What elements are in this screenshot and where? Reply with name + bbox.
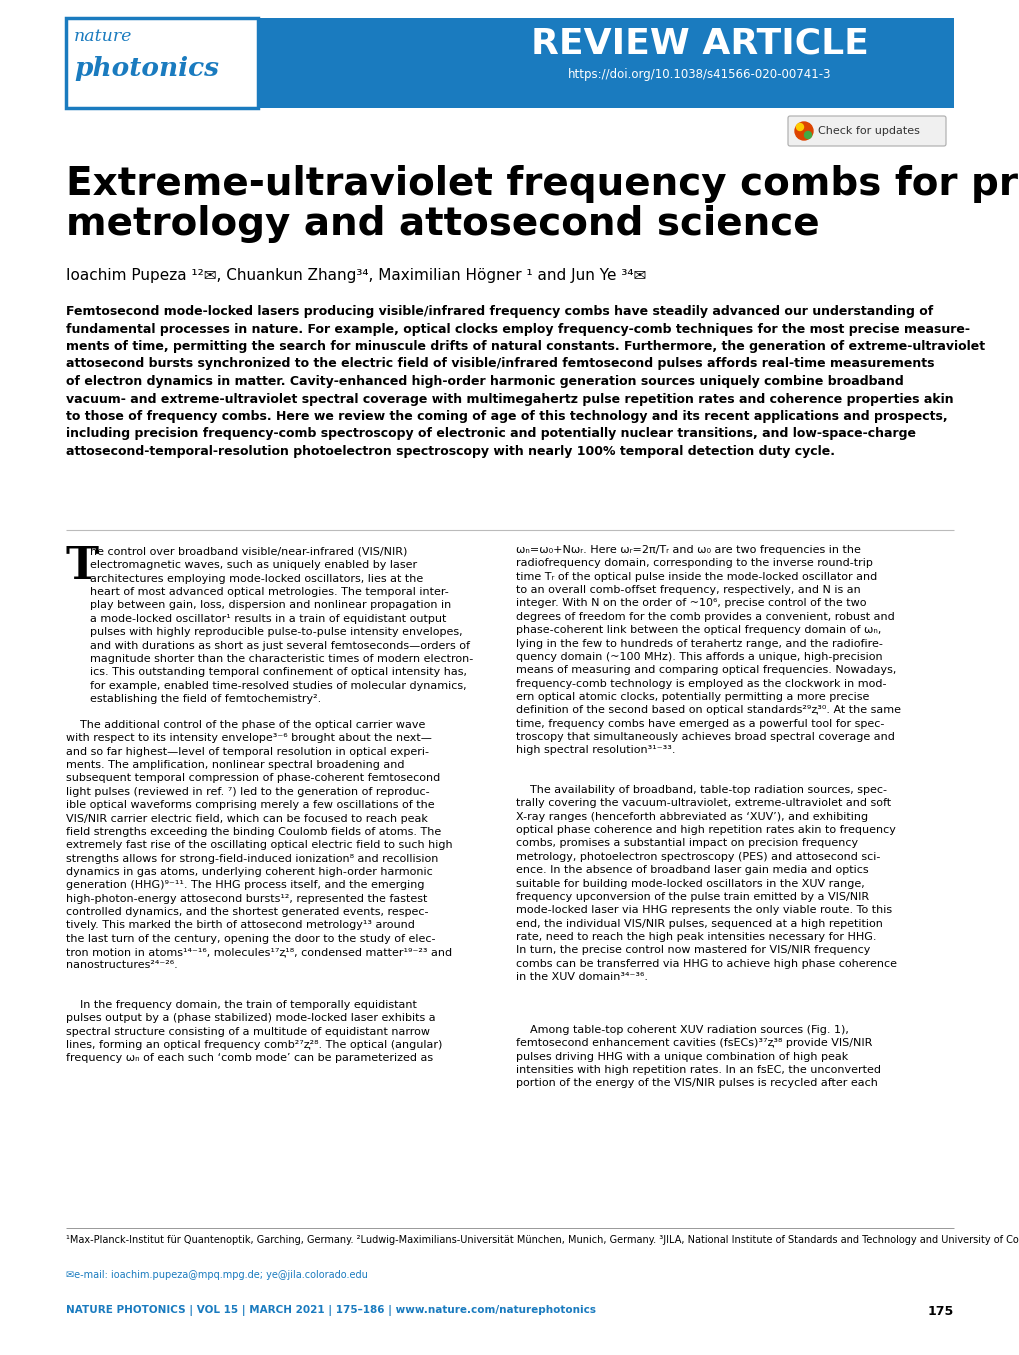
Text: NATURE PHOTONICS | VOL 15 | MARCH 2021 | 175–186 | www.nature.com/naturephotonic: NATURE PHOTONICS | VOL 15 | MARCH 2021 |… — [66, 1305, 595, 1316]
Text: REVIEW ARTICLE: REVIEW ARTICLE — [531, 26, 868, 60]
Text: The additional control of the phase of the optical carrier wave
with respect to : The additional control of the phase of t… — [66, 720, 452, 970]
Text: Check for updates: Check for updates — [817, 126, 919, 136]
Text: ωₙ=ω₀+Nωᵣ. Here ωᵣ=2π/Tᵣ and ω₀ are two frequencies in the
radiofrequency domain: ωₙ=ω₀+Nωᵣ. Here ωᵣ=2π/Tᵣ and ω₀ are two … — [516, 545, 900, 755]
FancyBboxPatch shape — [788, 117, 945, 146]
Text: ¹Max-Planck-Institut für Quantenoptik, Garching, Germany. ²Ludwig-Maximilians-Un: ¹Max-Planck-Institut für Quantenoptik, G… — [66, 1234, 1019, 1245]
Text: 175: 175 — [927, 1305, 953, 1318]
Text: Femtosecond mode-locked lasers producing visible/infrared frequency combs have s: Femtosecond mode-locked lasers producing… — [66, 305, 984, 458]
Circle shape — [804, 131, 811, 138]
FancyBboxPatch shape — [66, 18, 258, 108]
Text: Ioachim Pupeza ¹²✉, Chuankun Zhang³⁴, Maximilian Högner ¹ and Jun Ye ³⁴✉: Ioachim Pupeza ¹²✉, Chuankun Zhang³⁴, Ma… — [66, 268, 646, 283]
Text: T: T — [66, 545, 99, 588]
Circle shape — [794, 122, 812, 140]
Circle shape — [796, 123, 803, 130]
Text: https://doi.org/10.1038/s41566-020-00741-3: https://doi.org/10.1038/s41566-020-00741… — [568, 68, 830, 81]
Text: metrology and attosecond science: metrology and attosecond science — [66, 205, 819, 243]
Text: In the frequency domain, the train of temporally equidistant
pulses output by a : In the frequency domain, the train of te… — [66, 1000, 442, 1064]
Text: Extreme-ultraviolet frequency combs for precision: Extreme-ultraviolet frequency combs for … — [66, 165, 1019, 203]
Text: he control over broadband visible/near-infrared (VIS/NIR)
electromagnetic waves,: he control over broadband visible/near-i… — [90, 547, 473, 705]
Text: ✉e-mail: ioachim.pupeza@mpq.mpg.de; ye@jila.colorado.edu: ✉e-mail: ioachim.pupeza@mpq.mpg.de; ye@j… — [66, 1270, 368, 1280]
Text: Among table-top coherent XUV radiation sources (Fig. 1),
femtosecond enhancement: Among table-top coherent XUV radiation s… — [516, 1024, 880, 1088]
FancyBboxPatch shape — [66, 18, 953, 108]
Text: photonics: photonics — [74, 56, 219, 81]
Text: nature: nature — [74, 28, 132, 45]
Text: The availability of broadband, table-top radiation sources, spec-
trally coverin: The availability of broadband, table-top… — [516, 785, 896, 982]
